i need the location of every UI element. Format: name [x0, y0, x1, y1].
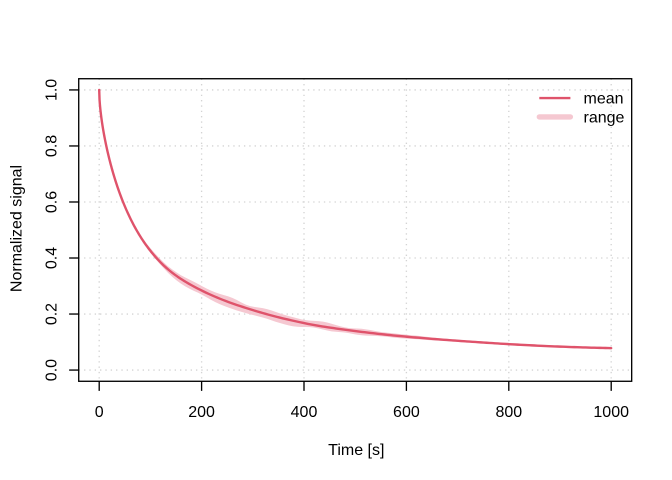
svg-text:0: 0 — [95, 404, 104, 421]
svg-text:1.0: 1.0 — [44, 79, 61, 101]
svg-text:800: 800 — [495, 404, 522, 421]
svg-text:600: 600 — [393, 404, 420, 421]
svg-text:0.6: 0.6 — [44, 191, 61, 213]
svg-text:mean: mean — [584, 91, 624, 108]
svg-text:range: range — [584, 109, 625, 126]
svg-text:400: 400 — [291, 404, 318, 421]
svg-text:1000: 1000 — [593, 404, 629, 421]
svg-text:200: 200 — [188, 404, 215, 421]
svg-text:0.4: 0.4 — [44, 247, 61, 269]
svg-text:Time [s]: Time [s] — [328, 442, 384, 459]
svg-text:0.8: 0.8 — [44, 135, 61, 157]
svg-text:0.0: 0.0 — [44, 359, 61, 381]
svg-text:Normalized signal: Normalized signal — [9, 165, 26, 292]
svg-text:0.2: 0.2 — [44, 303, 61, 325]
